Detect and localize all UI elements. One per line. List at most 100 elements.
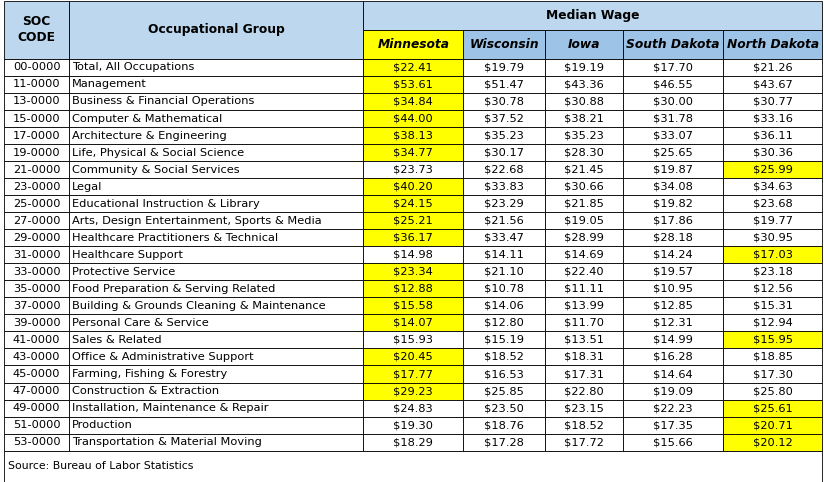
Bar	[463, 434, 545, 451]
Text: Source: Bureau of Labor Statistics: Source: Bureau of Labor Statistics	[8, 461, 194, 471]
Bar	[363, 178, 463, 195]
Bar	[4, 434, 69, 451]
Bar	[463, 59, 545, 76]
Bar	[4, 400, 69, 416]
Bar	[363, 59, 463, 76]
Text: $21.56: $21.56	[485, 216, 524, 226]
Bar	[4, 451, 822, 482]
Bar	[4, 229, 69, 246]
Bar	[4, 161, 69, 178]
Bar	[363, 297, 463, 314]
Bar	[463, 161, 545, 178]
Bar	[623, 297, 723, 314]
Bar	[545, 400, 623, 416]
Bar	[545, 246, 623, 263]
Bar	[4, 281, 69, 297]
Bar	[545, 93, 623, 110]
Bar	[545, 365, 623, 383]
Text: Office & Administrative Support: Office & Administrative Support	[73, 352, 254, 362]
Bar	[723, 314, 822, 332]
Bar	[623, 178, 723, 195]
Text: $11.70: $11.70	[564, 318, 604, 328]
Bar	[623, 229, 723, 246]
Bar	[4, 127, 69, 144]
Bar	[545, 297, 623, 314]
Text: $18.85: $18.85	[752, 352, 793, 362]
Text: $51.47: $51.47	[485, 80, 524, 90]
Text: Iowa: Iowa	[568, 38, 601, 51]
Bar	[723, 30, 822, 59]
Bar	[723, 383, 822, 400]
Text: 17-0000: 17-0000	[13, 131, 60, 141]
Bar	[463, 246, 545, 263]
Text: $14.64: $14.64	[653, 369, 693, 379]
Text: 15-0000: 15-0000	[13, 113, 60, 123]
Bar	[4, 383, 69, 400]
Text: $14.69: $14.69	[564, 250, 604, 260]
Text: $33.16: $33.16	[752, 113, 793, 123]
Text: $21.26: $21.26	[753, 62, 793, 72]
Text: $19.05: $19.05	[564, 216, 604, 226]
Bar	[69, 365, 363, 383]
Bar	[623, 383, 723, 400]
Bar	[4, 416, 69, 434]
Text: Transportation & Material Moving: Transportation & Material Moving	[73, 437, 262, 447]
Bar	[4, 144, 69, 161]
Bar	[723, 246, 822, 263]
Text: $28.30: $28.30	[564, 147, 604, 158]
Bar	[623, 281, 723, 297]
Bar	[69, 263, 363, 281]
Text: Total, All Occupations: Total, All Occupations	[73, 62, 194, 72]
Text: $30.95: $30.95	[752, 233, 793, 243]
Bar	[363, 229, 463, 246]
Text: $17.28: $17.28	[485, 437, 524, 447]
Text: Life, Physical & Social Science: Life, Physical & Social Science	[73, 147, 245, 158]
Bar	[545, 144, 623, 161]
Bar	[545, 127, 623, 144]
Bar	[463, 30, 545, 59]
Bar	[463, 229, 545, 246]
Bar	[4, 93, 69, 110]
Text: $24.15: $24.15	[393, 199, 433, 209]
Text: $25.61: $25.61	[752, 403, 793, 413]
Text: $23.29: $23.29	[485, 199, 524, 209]
Text: Management: Management	[73, 80, 147, 90]
Bar	[545, 212, 623, 229]
Text: Food Preparation & Serving Related: Food Preparation & Serving Related	[73, 284, 276, 294]
Bar	[4, 1, 69, 59]
Text: Computer & Mathematical: Computer & Mathematical	[73, 113, 222, 123]
Bar	[545, 434, 623, 451]
Bar	[4, 110, 69, 127]
Bar	[463, 281, 545, 297]
Text: $22.68: $22.68	[485, 165, 524, 174]
Bar	[723, 144, 822, 161]
Text: $19.79: $19.79	[485, 62, 524, 72]
Bar	[723, 332, 822, 348]
Bar	[463, 314, 545, 332]
Text: $14.99: $14.99	[653, 335, 693, 345]
Bar	[545, 161, 623, 178]
Text: 49-0000: 49-0000	[13, 403, 60, 413]
Text: $17.72: $17.72	[564, 437, 604, 447]
Bar	[69, 195, 363, 212]
Bar	[463, 348, 545, 365]
Bar	[723, 161, 822, 178]
Text: $19.57: $19.57	[653, 267, 693, 277]
Bar	[363, 144, 463, 161]
Bar	[463, 195, 545, 212]
Text: Farming, Fishing & Forestry: Farming, Fishing & Forestry	[73, 369, 227, 379]
Text: $13.99: $13.99	[564, 301, 604, 311]
Bar	[4, 297, 69, 314]
Bar	[69, 212, 363, 229]
Text: $22.23: $22.23	[653, 403, 693, 413]
Text: 19-0000: 19-0000	[13, 147, 60, 158]
Text: $34.84: $34.84	[393, 96, 433, 107]
Text: $22.40: $22.40	[564, 267, 604, 277]
Text: Building & Grounds Cleaning & Maintenance: Building & Grounds Cleaning & Maintenanc…	[73, 301, 326, 311]
Text: 29-0000: 29-0000	[13, 233, 60, 243]
Bar	[545, 263, 623, 281]
Bar	[623, 110, 723, 127]
Bar	[69, 93, 363, 110]
Bar	[723, 229, 822, 246]
Bar	[723, 400, 822, 416]
